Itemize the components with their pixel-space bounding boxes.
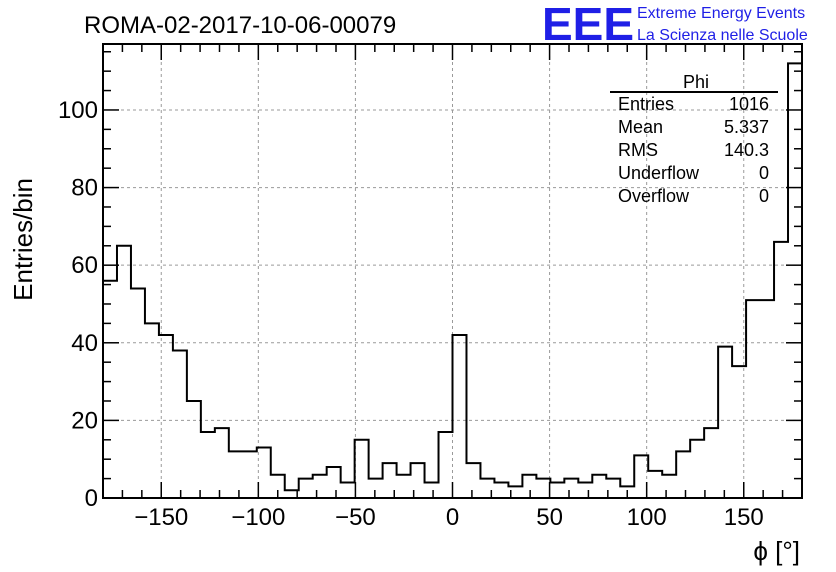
x-tick-label: 100 <box>627 504 667 531</box>
histogram-bin <box>760 300 774 498</box>
histogram-bin <box>117 246 131 498</box>
histogram-bin <box>564 479 578 498</box>
histogram-bin <box>313 475 327 498</box>
histogram-bin <box>327 467 341 498</box>
histogram-bin <box>453 335 467 498</box>
histogram-bin <box>145 323 159 498</box>
histogram-bin <box>536 479 550 498</box>
histogram-bin <box>508 486 522 498</box>
histogram-bin <box>592 475 606 498</box>
stats-label: Entries <box>618 94 674 114</box>
y-tick-label: 80 <box>71 175 98 202</box>
axis-ticks <box>103 44 802 498</box>
histogram-bin <box>411 463 425 498</box>
stats-value: 0 <box>759 186 769 206</box>
y-tick-label: 0 <box>85 485 98 512</box>
histogram-bin <box>648 471 662 498</box>
histogram-bin <box>201 432 215 498</box>
x-tick-label: −150 <box>134 504 188 531</box>
stats-value: 140.3 <box>724 140 769 160</box>
histogram-step-line <box>103 62 802 492</box>
stats-value: 5.337 <box>724 117 769 137</box>
x-tick-label: −100 <box>231 504 285 531</box>
histogram-bin <box>662 475 676 498</box>
y-tick-label: 40 <box>71 330 98 357</box>
histogram-bin <box>285 490 299 498</box>
x-tick-label: 50 <box>536 504 563 531</box>
histogram-bin <box>550 482 564 498</box>
histogram-bin <box>369 479 383 498</box>
stats-label: Mean <box>618 117 663 137</box>
stats-rows: Entries 1016 Mean 5.337 RMS 140.3 Underflow 0 Ov… <box>618 94 769 206</box>
stats-value: 0 <box>759 163 769 183</box>
histogram-bin <box>383 463 397 498</box>
x-axis-label: ϕ [°] <box>753 536 800 566</box>
histogram-bin <box>243 451 257 498</box>
chart-title: ROMA-02-2017-10-06-00079 <box>84 12 396 39</box>
histogram-bin <box>480 479 494 498</box>
histogram-bin <box>355 440 369 498</box>
eee-logo-line-2: La Scienza nelle Scuole <box>637 27 808 44</box>
histogram-bin <box>131 288 145 498</box>
x-tick-label: 0 <box>446 504 459 531</box>
histogram-bin <box>173 351 187 498</box>
histogram-bin <box>271 475 285 498</box>
histogram-bin <box>257 448 271 498</box>
histogram-bin <box>774 242 788 498</box>
y-tick-label: 20 <box>71 407 98 434</box>
stats-name: Phi <box>683 72 709 92</box>
histogram-bin <box>620 486 634 498</box>
histogram-bin <box>215 428 229 498</box>
histogram-bin <box>439 432 453 498</box>
histogram-bin <box>494 482 508 498</box>
y-tick-label: 100 <box>58 97 98 124</box>
histogram-bin <box>341 482 355 498</box>
y-axis-label: Entries/bin <box>8 178 38 301</box>
histogram-bin <box>690 440 704 498</box>
stats-label: Underflow <box>618 163 700 183</box>
histogram-bin <box>522 475 536 498</box>
histogram-bin <box>788 63 802 498</box>
histogram-bin <box>103 281 117 498</box>
histogram-bin <box>299 479 313 498</box>
stats-label: RMS <box>618 140 658 160</box>
histogram-bin <box>606 479 620 498</box>
histogram-bin <box>159 335 173 498</box>
eee-logo: EEE Extreme Energy Events La Scienza nel… <box>542 0 808 50</box>
stats-value: 1016 <box>729 94 769 114</box>
histogram-bin <box>704 428 718 498</box>
histogram-bin <box>732 366 746 498</box>
axis-tick-labels: −150 −100 −50 0 50 100 150 0 20 40 60 80 100 <box>58 97 764 531</box>
histogram-bin <box>425 482 439 498</box>
eee-logo-mark: EEE <box>542 0 634 50</box>
x-tick-label: 150 <box>724 504 764 531</box>
histogram-bin <box>676 451 690 498</box>
histogram-bin <box>578 482 592 498</box>
histogram-bin <box>397 475 411 498</box>
histogram-bin <box>718 347 732 498</box>
y-tick-label: 60 <box>71 252 98 279</box>
histogram-bin <box>746 300 760 498</box>
x-tick-label: −50 <box>335 504 376 531</box>
stats-label: Overflow <box>618 186 690 206</box>
eee-logo-line-1: Extreme Energy Events <box>637 5 805 22</box>
histogram-bin <box>466 463 480 498</box>
histogram-bin <box>634 455 648 498</box>
histogram-bin <box>187 401 201 498</box>
stats-box: Phi Entries 1016 Mean 5.337 RMS 140.3 Underflo… <box>610 72 778 206</box>
histogram-bin <box>229 451 243 498</box>
